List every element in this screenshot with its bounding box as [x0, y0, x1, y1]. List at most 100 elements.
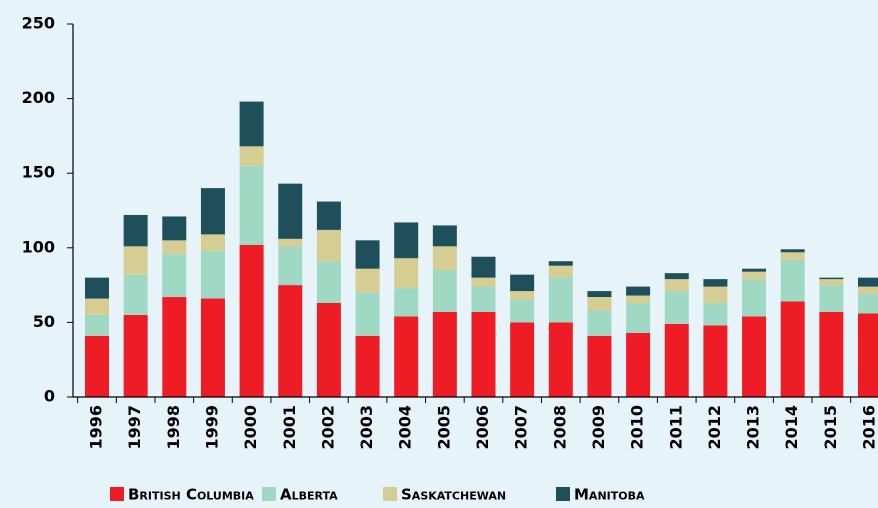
x-tick-label: 1998 — [164, 405, 183, 450]
bar-segment — [858, 286, 878, 295]
bar-segment — [432, 246, 457, 271]
bar-segment — [355, 335, 380, 397]
bar-segment — [548, 261, 573, 266]
x-tick-label: 1999 — [202, 405, 221, 450]
bar-segment — [471, 286, 496, 312]
bar-segment — [780, 252, 805, 260]
bar-segment — [858, 277, 878, 287]
legend-swatch — [110, 487, 124, 501]
bar-segment — [200, 250, 225, 299]
legend-swatch — [383, 487, 397, 501]
bar-segment — [85, 314, 109, 336]
bar-segment — [278, 285, 303, 397]
bar-segment — [85, 298, 109, 315]
bar-segment — [123, 246, 148, 275]
bar-segment — [355, 292, 380, 336]
bar-segment — [239, 101, 264, 147]
x-tick-label: 2013 — [744, 405, 763, 450]
bar-segment — [819, 311, 844, 397]
bar-segment — [510, 291, 535, 301]
bar-segment — [162, 253, 187, 298]
bar-segment — [819, 279, 844, 286]
bar-segment — [471, 277, 496, 287]
bar-segment — [278, 183, 303, 239]
bar-segment — [858, 294, 878, 314]
x-tick-label: 2001 — [280, 405, 299, 450]
bar-segment — [239, 165, 264, 245]
bar-segment — [819, 277, 844, 280]
x-tick-label: 2005 — [434, 405, 453, 450]
bar-segment — [471, 256, 496, 278]
bar-segment — [703, 303, 728, 326]
bar-segment — [664, 279, 689, 292]
bar-segment — [316, 303, 341, 397]
bar-segment — [742, 279, 767, 317]
bar-segment — [742, 316, 767, 397]
y-tick-label: 100 — [22, 237, 55, 256]
bar-segment — [394, 222, 419, 259]
bar-segment — [123, 214, 148, 247]
bar-segment — [819, 285, 844, 312]
x-tick-label: 2012 — [705, 405, 724, 450]
x-tick-label: 2011 — [666, 405, 685, 450]
bar-segment — [394, 288, 419, 317]
x-tick-label: 2002 — [318, 405, 337, 450]
bar-segment — [626, 295, 651, 304]
x-tick-label: 2009 — [589, 405, 608, 450]
bar-segment — [780, 301, 805, 397]
bar-segment — [510, 300, 535, 323]
bar-segment — [471, 311, 496, 397]
bar-segment — [703, 279, 728, 287]
legend-label: Manitoba — [574, 486, 645, 504]
bar-segment — [780, 249, 805, 253]
x-tick-label: 2004 — [396, 405, 415, 450]
bar-segment — [394, 258, 419, 289]
bar-segment — [278, 238, 303, 247]
bar-segment — [587, 335, 612, 397]
x-tick-label: 2014 — [782, 405, 801, 450]
bar-segment — [278, 246, 303, 286]
x-tick-label: 2015 — [821, 405, 840, 450]
legend-swatch — [262, 487, 276, 501]
bar-segment — [200, 188, 225, 235]
bar-segment — [626, 332, 651, 397]
bar-segment — [664, 291, 689, 324]
bar-segment — [316, 229, 341, 262]
bar-segment — [626, 303, 651, 333]
legend-label: Alberta — [280, 486, 338, 504]
bar-segment — [510, 322, 535, 397]
y-tick-label: 50 — [33, 312, 55, 331]
x-tick-label: 2007 — [512, 405, 531, 450]
y-tick-label: 0 — [44, 387, 55, 406]
x-tick-label: 2000 — [241, 405, 260, 450]
bar-segment — [316, 201, 341, 230]
bar-segment — [742, 271, 767, 280]
x-tick-label: 1997 — [125, 405, 144, 450]
bar-segment — [510, 274, 535, 292]
y-tick-label: 250 — [22, 14, 55, 33]
x-tick-label: 2010 — [628, 405, 647, 450]
x-tick-label: 2003 — [357, 405, 376, 450]
bar-segment — [703, 286, 728, 304]
bar-segment — [239, 244, 264, 397]
bar-segment — [548, 277, 573, 323]
y-tick-label: 150 — [22, 163, 55, 182]
bar-segment — [703, 325, 728, 397]
bar-segment — [123, 274, 148, 315]
bar-segment — [664, 273, 689, 280]
x-tick-label: 2006 — [473, 405, 492, 450]
bar-segment — [780, 259, 805, 302]
bar-segment — [85, 277, 109, 299]
bar-segment — [239, 146, 264, 166]
bar-segment — [432, 270, 457, 312]
legend-label: British Columbia — [128, 486, 254, 504]
bar-segment — [742, 268, 767, 272]
legend-label: Saskatchewan — [401, 486, 506, 504]
bar-segment — [587, 297, 612, 311]
bar-segment — [626, 286, 651, 296]
bar-segment — [316, 261, 341, 304]
x-tick-label: 1996 — [87, 405, 106, 450]
bar-segment — [394, 316, 419, 397]
bar-segment — [162, 240, 187, 254]
